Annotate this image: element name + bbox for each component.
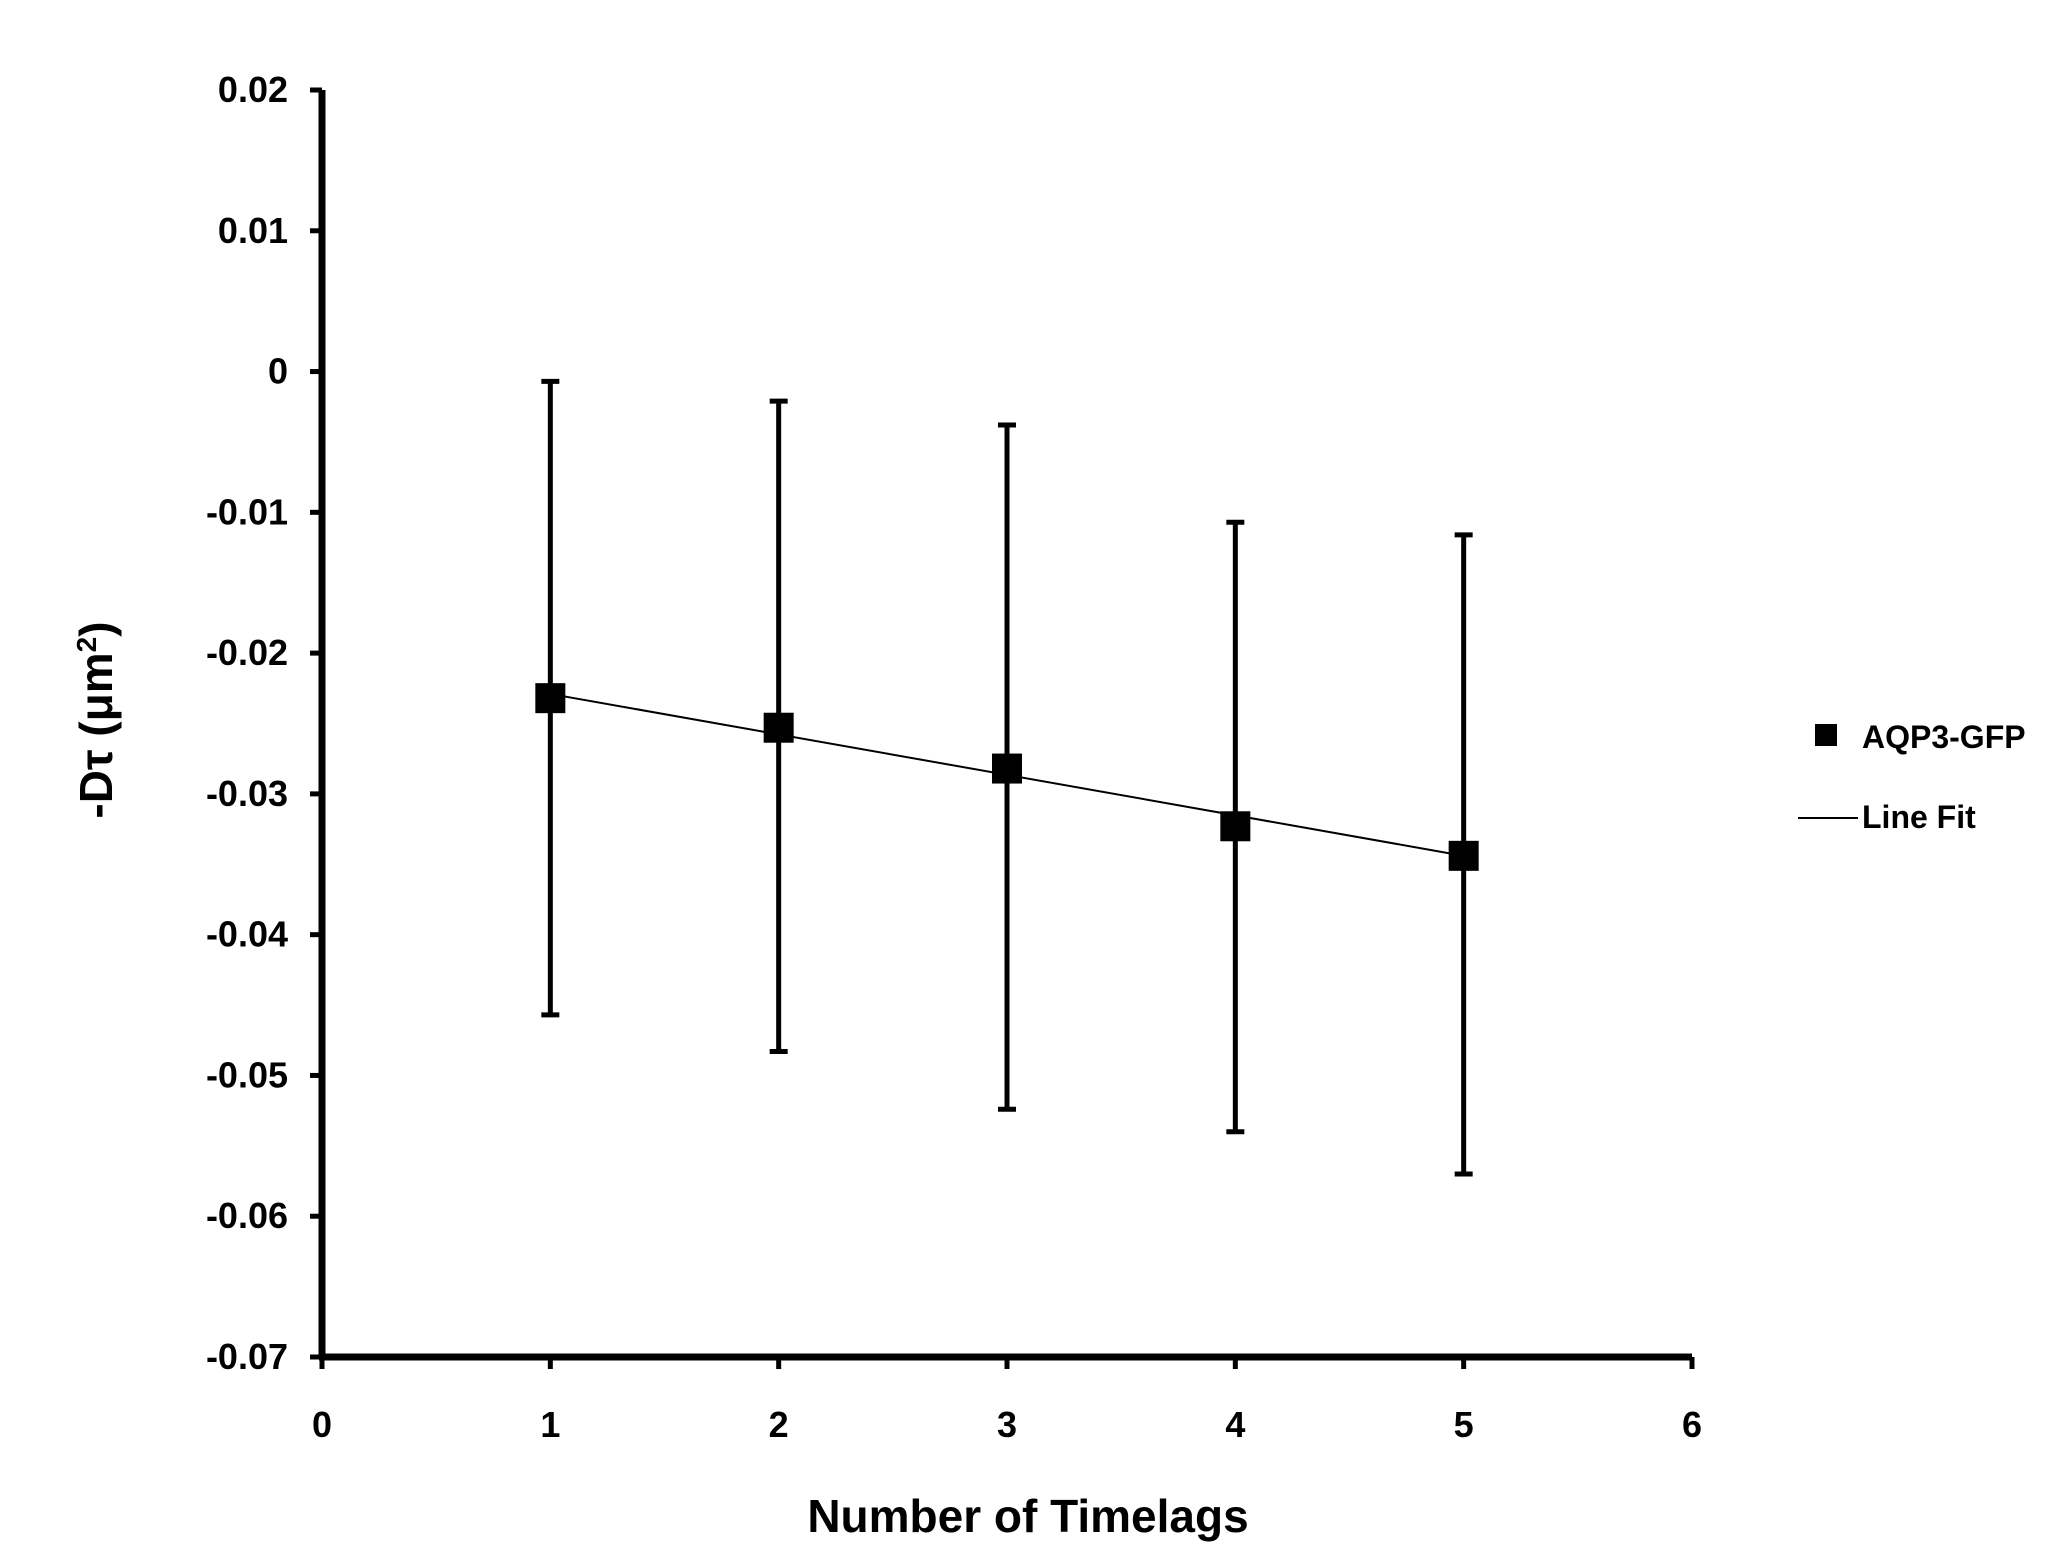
y-tick-label: 0	[268, 351, 288, 392]
y-axis: 0.02 0.01 0 -0.01 -0.02 -0.03 -0.04 -0.05 -0.06 -…	[206, 69, 326, 1377]
x-tick-label: 1	[540, 1404, 560, 1445]
x-tick-label: 3	[997, 1404, 1017, 1445]
y-axis-title-main: -Dτ (μm	[70, 652, 122, 818]
data-point	[1448, 840, 1479, 871]
y-tick-label: -0.04	[206, 914, 288, 955]
data-point	[992, 753, 1022, 784]
x-tick-label: 4	[1225, 1404, 1245, 1445]
x-tick-label: 5	[1454, 1404, 1474, 1445]
y-tick-label: 0.01	[218, 210, 288, 251]
legend-label-line-fit: Line Fit	[1862, 799, 1976, 835]
y-tick-label: -0.07	[206, 1336, 288, 1377]
x-axis-title: Number of Timelags	[807, 1490, 1248, 1542]
legend: AQP3-GFP Line Fit	[1798, 719, 2026, 835]
data-point	[1220, 811, 1251, 842]
data-point	[535, 683, 566, 714]
data-point	[763, 712, 794, 743]
legend-marker-aqp3-gfp	[1815, 724, 1837, 746]
x-axis: 0 1 2 3 4 5 6	[312, 1353, 1702, 1445]
x-tick-label: 2	[769, 1404, 789, 1445]
x-tick-label: 6	[1682, 1404, 1702, 1445]
y-axis-title-superscript: 2	[71, 637, 102, 653]
y-tick-label: -0.02	[206, 632, 288, 673]
y-tick-label: -0.01	[206, 491, 288, 532]
plot-area	[535, 378, 1479, 1177]
legend-label-aqp3-gfp: AQP3-GFP	[1862, 719, 2026, 755]
y-axis-title-close: )	[70, 621, 122, 636]
y-tick-label: -0.05	[206, 1054, 288, 1095]
y-tick-label: -0.06	[206, 1195, 288, 1236]
x-tick-label: 0	[312, 1404, 332, 1445]
y-axis-title: -Dτ (μm2)	[70, 621, 122, 818]
y-tick-label: -0.03	[206, 773, 288, 814]
y-tick-label: 0.02	[218, 69, 288, 110]
